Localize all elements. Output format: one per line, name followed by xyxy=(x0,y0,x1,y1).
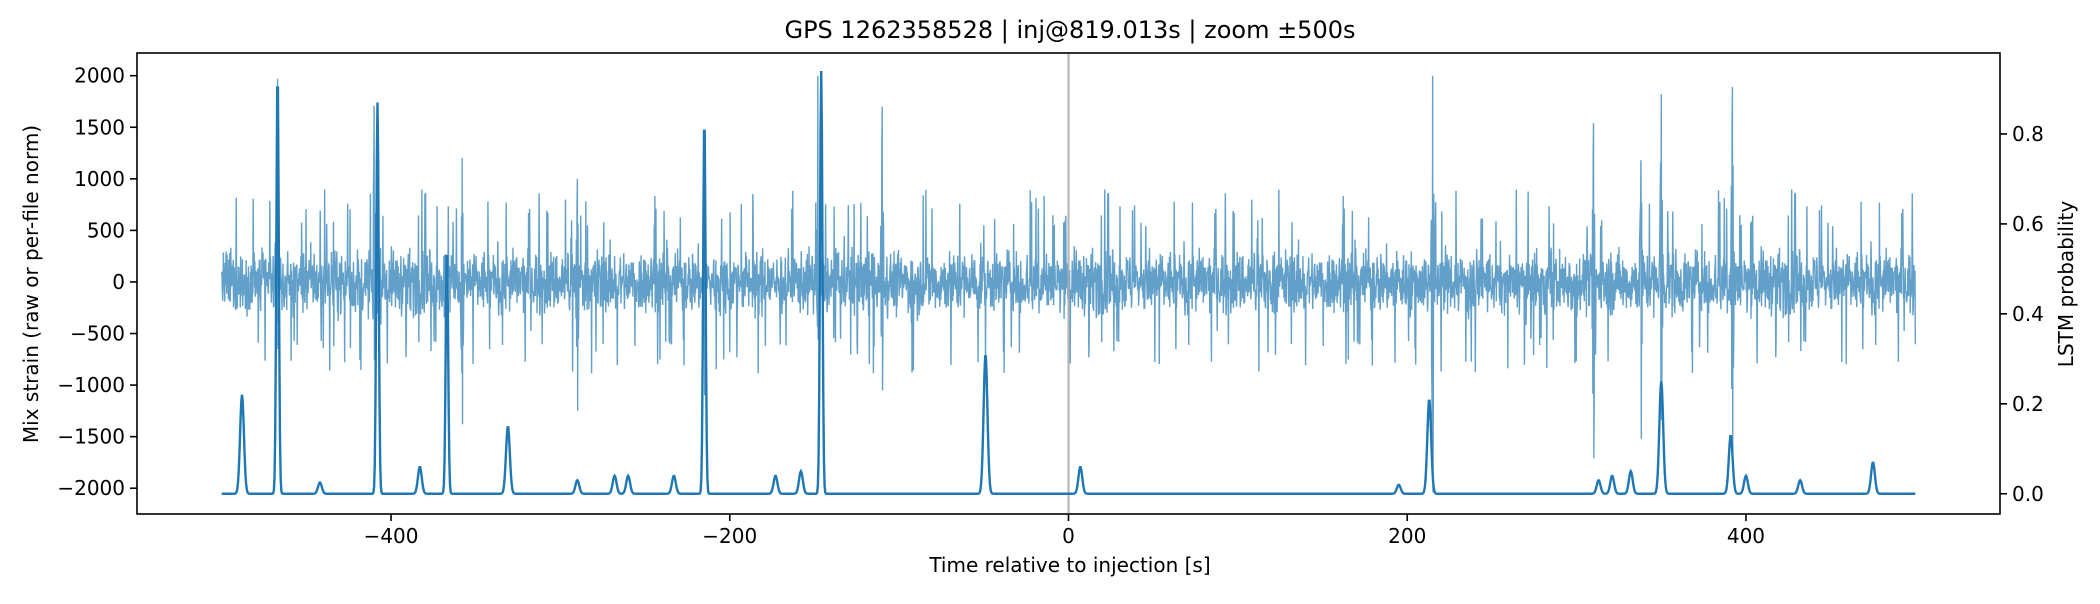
y-right-tick-label: 0.2 xyxy=(2012,392,2044,416)
y-axis-left-label: Mix strain (raw or per-file norm) xyxy=(19,125,43,443)
y-axis-right-label: LSTM probability xyxy=(2054,201,2078,368)
x-tick-label: 0 xyxy=(1062,524,1075,548)
y-left-tick-label: −500 xyxy=(70,322,125,346)
axes: −400 −200 0 200 4002000150010005000−500−1000… xyxy=(57,52,2044,548)
y-left-tick-label: 2000 xyxy=(74,64,125,88)
x-axis-label: Time relative to injection [s] xyxy=(928,553,1210,577)
probability-series-line xyxy=(221,70,1916,495)
x-tick-label: −400 xyxy=(364,524,419,548)
y-left-tick-label: 0 xyxy=(112,270,125,294)
y-right-tick-label: 0.4 xyxy=(2012,302,2044,326)
y-left-tick-label: −1000 xyxy=(57,373,125,397)
y-right-tick-label: 0.8 xyxy=(2012,122,2044,146)
y-left-tick-label: −2000 xyxy=(57,476,125,500)
y-left-tick-label: 500 xyxy=(87,218,125,242)
y-right-tick-label: 0.6 xyxy=(2012,212,2044,236)
x-tick-label: 400 xyxy=(1727,524,1765,548)
y-left-tick-label: 1000 xyxy=(74,167,125,191)
x-tick-label: 200 xyxy=(1388,524,1426,548)
y-right-tick-label: 0.0 xyxy=(2012,482,2044,506)
plot-area xyxy=(220,53,1917,514)
y-left-tick-label: −1500 xyxy=(57,425,125,449)
plot-inner xyxy=(220,53,1917,514)
x-tick-label: −200 xyxy=(702,524,757,548)
chart-title: GPS 1262358528 | inj@819.013s | zoom ±50… xyxy=(784,16,1355,44)
y-left-tick-label: 1500 xyxy=(74,115,125,139)
